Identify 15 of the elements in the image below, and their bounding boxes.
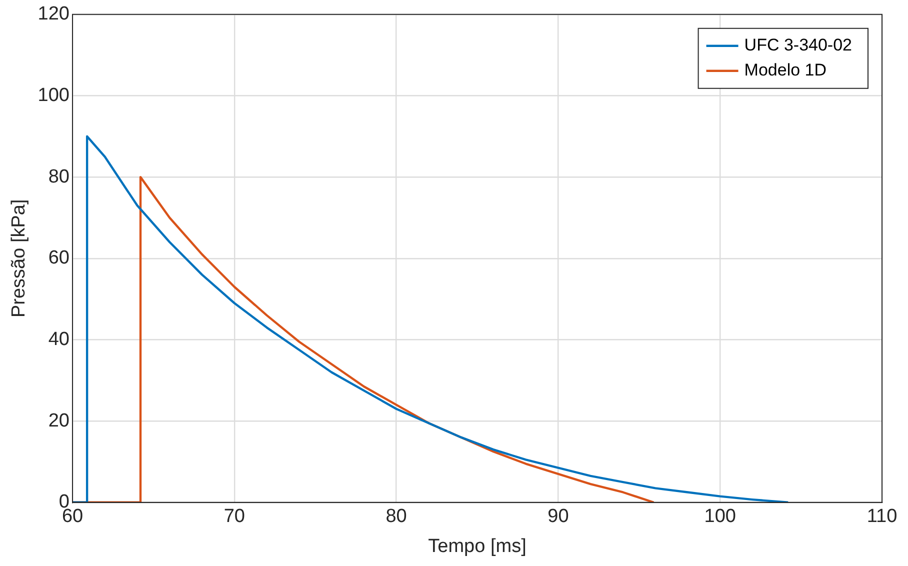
y-axis-title: Pressão [kPa] <box>8 199 30 318</box>
y-tick-label: 120 <box>38 4 70 25</box>
y-tick-label: 100 <box>38 84 70 106</box>
x-tick-label: 110 <box>866 506 898 528</box>
x-tick-label: 70 <box>224 506 245 528</box>
x-axis-title: Tempo [ms] <box>428 536 526 557</box>
x-tick-label: 90 <box>548 506 569 528</box>
legend-label: UFC 3-340-02 <box>744 36 852 55</box>
y-tick-label: 20 <box>48 410 70 432</box>
x-tick-label: 80 <box>386 506 407 528</box>
x-tick-label: 100 <box>704 506 736 528</box>
y-tick-label: 60 <box>48 248 70 269</box>
legend-label: Modelo 1D <box>744 60 827 80</box>
y-tick-label: 40 <box>48 328 70 350</box>
y-tick-label: 80 <box>48 166 70 188</box>
